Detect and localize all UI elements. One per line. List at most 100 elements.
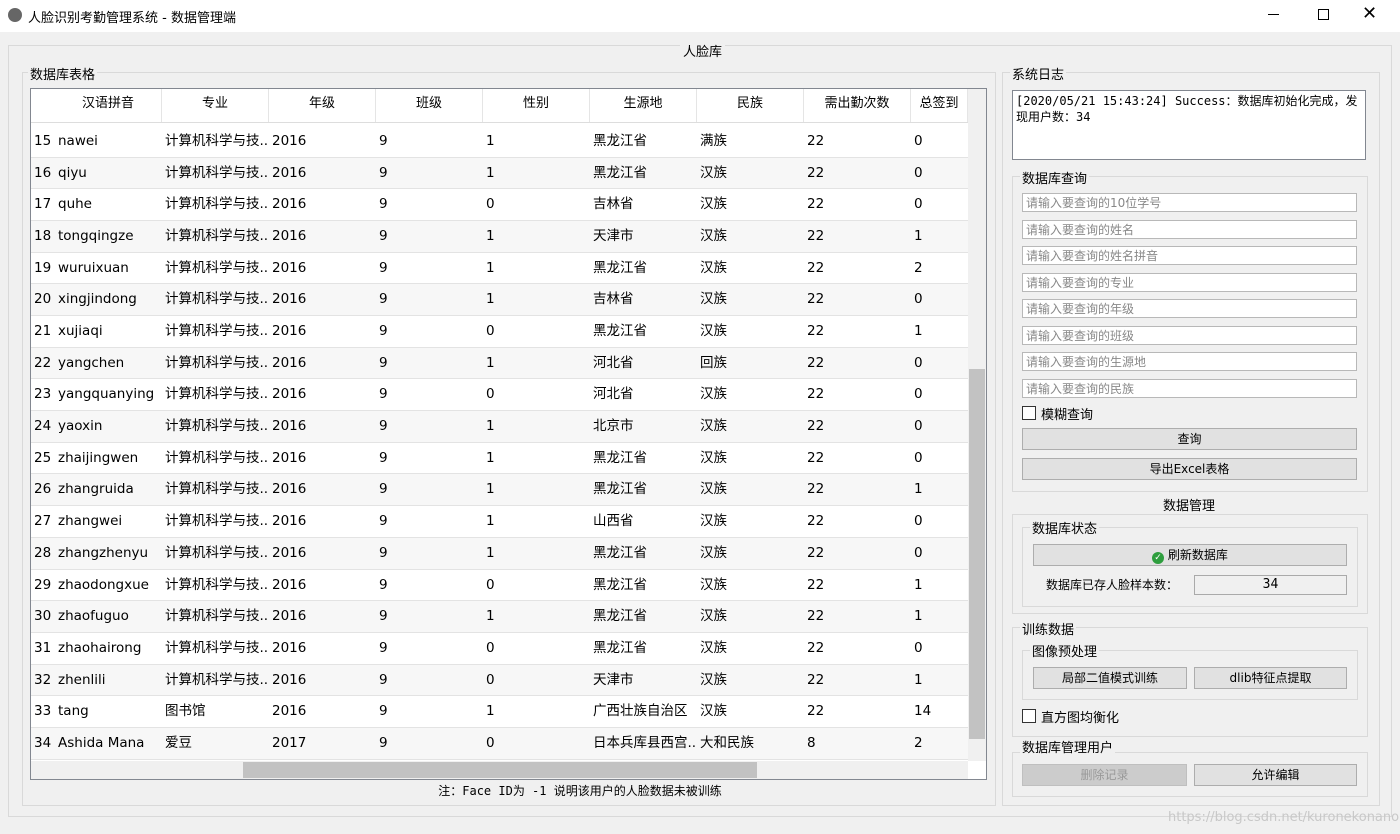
table-row[interactable]: 33 tang 图书馆 2016 9 1 广西壮族自治区 汉族 22 14 (31, 696, 968, 728)
table-cell: 9 (379, 323, 388, 340)
vertical-scroll-thumb[interactable] (969, 369, 985, 739)
table-row[interactable]: 27 zhangwei 计算机科学与技... 2016 9 1 山西省 汉族 22 0 (31, 506, 968, 538)
table-row[interactable]: 31 zhaohairong 计算机科学与技... 2016 9 0 黑龙江省 汉族 22 0 (31, 632, 968, 665)
table-cell: 汉族 (700, 703, 727, 720)
table-row[interactable]: 20 xingjindong 计算机科学与技... 2016 9 1 吉林省 汉族 22 0 (31, 284, 968, 317)
table-cell: 计算机科学与技... (165, 481, 268, 498)
table-cell: 吉林省 (593, 196, 634, 213)
query-input[interactable]: 请输入要查询的年级 (1022, 299, 1357, 318)
query-button[interactable]: 查询 (1022, 428, 1357, 450)
row-number: 15 (34, 133, 52, 149)
table-cell: 2017 (272, 734, 307, 751)
table-group (22, 72, 996, 806)
table-row[interactable]: 23 yangquanying 计算机科学与技... 2016 9 0 河北省 汉族 22 0 (31, 379, 968, 412)
query-input[interactable]: 请输入要查询的姓名 (1022, 219, 1357, 239)
query-input[interactable]: 请输入要查询的民族 (1022, 378, 1357, 398)
data-table[interactable]: 汉语拼音 专业 年级 班级 性别 生源地 民族 需出勤次数 总签到 15 nawei 计算机科学与技.… (30, 88, 987, 780)
table-row[interactable]: 16 qiyu 计算机科学与技... 2016 9 1 黑龙江省 汉族 22 0 (31, 157, 968, 190)
fuzzy-checkbox[interactable] (1022, 406, 1036, 420)
query-input[interactable]: 请输入要查询的姓名拼音 (1022, 246, 1357, 265)
query-input[interactable]: 请输入要查询的生源地 (1022, 352, 1357, 371)
table-cell: 黑龙江省 (593, 449, 647, 466)
preprocess-group (1022, 650, 1358, 700)
table-row[interactable]: 25 zhaijingwen 计算机科学与技... 2016 9 1 黑龙江省 汉族 22 0 (31, 442, 968, 475)
row-number: 29 (34, 576, 52, 593)
horizontal-scroll-thumb[interactable] (243, 762, 757, 778)
manage-title-text: 数据管理 (1162, 499, 1215, 514)
maximize-button[interactable] (1318, 9, 1329, 20)
right-group (1002, 72, 1380, 806)
table-row[interactable]: 26 zhangruida 计算机科学与技... 2016 9 1 黑龙江省 汉族 22 1 (31, 474, 968, 507)
table-cell: 1 (486, 228, 495, 245)
table-cell: zhaofuguo (58, 608, 129, 625)
table-cell: 22 (807, 196, 825, 213)
table-group-title: 数据库表格 (28, 64, 98, 83)
row-number: 34 (34, 734, 52, 751)
table-cell: tongqingze (58, 228, 134, 245)
table-row[interactable]: 19 wuruixuan 计算机科学与技... 2016 9 1 黑龙江省 汉族 22 2 (31, 252, 968, 285)
query-input[interactable]: 请输入要查询的10位学号 (1022, 193, 1357, 212)
log-title: 系统日志 (1010, 64, 1067, 83)
table-row[interactable]: 28 zhangzhenyu 计算机科学与技... 2016 9 1 黑龙江省 汉族 22 0 (31, 537, 968, 570)
table-header: 汉语拼音 专业 年级 班级 性别 生源地 民族 需出勤次数 总签到 (31, 89, 968, 123)
table-cell: zhangruida (58, 481, 134, 498)
table-cell: 1 (486, 608, 495, 625)
table-cell: 9 (379, 386, 388, 403)
table-cell: 河北省 (593, 386, 634, 403)
table-cell: zhaodongxue (58, 576, 149, 593)
table-cell: 2 (914, 734, 923, 751)
table-cell: 黑龙江省 (593, 544, 647, 561)
table-row[interactable]: 21 xujiaqi 计算机科学与技... 2016 9 0 黑龙江省 汉族 22 1 (31, 316, 968, 348)
train-title: 训练数据 (1020, 619, 1077, 638)
table-cell: 1 (914, 228, 923, 245)
table-cell: 计算机科学与技... (165, 608, 268, 625)
delete-button[interactable]: 删除记录 (1022, 764, 1187, 786)
table-row[interactable]: 18 tongqingze 计算机科学与技... 2016 9 1 天津市 汉族 22 1 (31, 221, 968, 253)
table-cell: 计算机科学与技... (165, 386, 268, 403)
table-cell: 2016 (272, 576, 307, 593)
table-row[interactable]: 17 quhe 计算机科学与技... 2016 9 0 吉林省 汉族 22 0 (31, 189, 968, 222)
table-cell: 9 (379, 671, 388, 688)
minimize-button[interactable] (1268, 14, 1279, 15)
table-cell: zhaohairong (58, 639, 142, 656)
table-cell: zhangzhenyu (58, 544, 149, 561)
row-number: 17 (34, 196, 52, 213)
table-cell: 1 (486, 449, 495, 466)
column-header: 班级 (376, 89, 483, 122)
table-row[interactable]: 22 yangchen 计算机科学与技... 2016 9 1 河北省 回族 22 0 (31, 347, 968, 380)
table-cell: 22 (807, 354, 825, 371)
edit-button[interactable]: 允许编辑 (1194, 764, 1357, 786)
close-button[interactable]: ✕ (1362, 3, 1378, 24)
table-row[interactable]: 32 zhenlili 计算机科学与技... 2016 9 0 天津市 汉族 22 1 (31, 664, 968, 697)
table-cell: 1 (486, 481, 495, 498)
status-group (1022, 527, 1358, 607)
table-cell: 9 (379, 449, 388, 466)
table-cell: 2016 (272, 639, 307, 656)
lbph-button[interactable]: 局部二值模式训练 (1033, 667, 1187, 689)
table-cell: 计算机科学与技... (165, 291, 268, 308)
table-cell: wuruixuan (58, 259, 129, 276)
dlib-button[interactable]: dlib特征点提取 (1194, 667, 1347, 689)
table-cell: 0 (486, 196, 495, 213)
query-input[interactable]: 请输入要查询的专业 (1022, 272, 1357, 292)
table-cell: 22 (807, 418, 825, 435)
table-cell: 22 (807, 133, 825, 149)
table-cell: 9 (379, 164, 388, 181)
column-header: 年级 (269, 89, 376, 122)
table-row[interactable]: 34 Ashida Mana 爱豆 2017 9 0 日本兵库县西宫... 大和民族 8 2 (31, 727, 968, 760)
table-row[interactable]: 29 zhaodongxue 计算机科学与技... 2016 9 0 黑龙江省 汉族 22 1 (31, 569, 968, 602)
refresh-button[interactable]: ✓ 刷新数据库 (1033, 544, 1347, 566)
table-cell: 计算机科学与技... (165, 671, 268, 688)
table-row[interactable]: 15 nawei 计算机科学与技... 2016 9 1 黑龙江省 满族 22 0 (31, 126, 968, 158)
table-row[interactable]: 24 yaoxin 计算机科学与技... 2016 9 1 北京市 汉族 22 0 (31, 411, 968, 443)
equalize-checkbox[interactable] (1022, 709, 1036, 723)
table-cell: 1 (486, 544, 495, 561)
table-cell: zhaijingwen (58, 449, 139, 466)
tab-title: 人脸库 (680, 41, 726, 60)
column-header: 专业 (162, 89, 269, 122)
export-button[interactable]: 导出Excel表格 (1022, 458, 1357, 480)
row-number: 19 (34, 259, 52, 276)
log-text: [2020/05/21 15:43:24] Success：数据库初始化完成，发… (1012, 90, 1366, 160)
table-row[interactable]: 30 zhaofuguo 计算机科学与技... 2016 9 1 黑龙江省 汉族 22 1 (31, 601, 968, 633)
query-input[interactable]: 请输入要查询的班级 (1022, 325, 1357, 345)
